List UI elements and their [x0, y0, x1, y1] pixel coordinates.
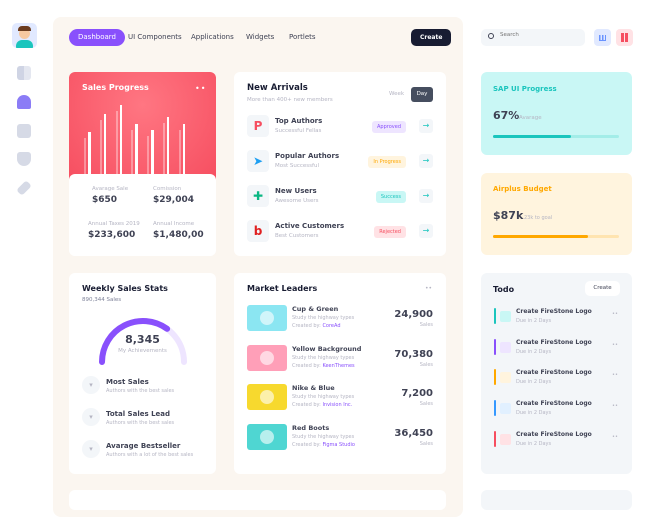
nav-dashboard[interactable]: Dashboard [69, 29, 125, 46]
sales-bar [151, 130, 154, 174]
sales-progress-title: Sales Progress [82, 83, 149, 92]
users-icon[interactable] [17, 95, 31, 109]
sales-bar [99, 120, 102, 174]
gauge-value: 8,345 [125, 333, 160, 346]
product-thumbnail[interactable] [247, 423, 287, 450]
book-icon-button[interactable] [616, 29, 633, 46]
tab-day[interactable]: Day [411, 87, 433, 102]
todo-title: Todo [493, 285, 515, 294]
more-icon[interactable]: •• [612, 311, 618, 317]
basket-icon: ▾ [82, 408, 100, 426]
app-icon: b [247, 220, 269, 242]
market-leaders-card: Market Leaders •• Cup & Green Study the … [234, 273, 446, 474]
more-icon[interactable]: •• [195, 84, 207, 93]
status-badge: Rejected [374, 226, 406, 238]
tab-week[interactable]: Week [389, 91, 405, 97]
shield-icon[interactable] [17, 152, 31, 166]
todo-checkbox[interactable] [500, 311, 511, 322]
arrow-right-icon[interactable]: → [419, 189, 433, 203]
todo-checkbox[interactable] [500, 341, 511, 353]
nav-applications[interactable]: Applications [191, 33, 234, 41]
sap-progress-card: SAP UI Progress 67% Avarage [481, 72, 632, 155]
search-box[interactable] [481, 29, 585, 46]
sap-label: Avarage [519, 115, 542, 121]
todo-checkbox[interactable] [500, 372, 511, 384]
product-thumbnail[interactable] [247, 344, 287, 371]
search-icon [488, 33, 494, 39]
sales-bar [119, 105, 123, 174]
sales-bar [84, 138, 87, 174]
nav-widgets[interactable]: Widgets [246, 33, 275, 41]
search-input[interactable] [500, 32, 580, 38]
new-arrivals-card: New Arrivals More than 400+ new members … [234, 72, 446, 256]
sales-bar [103, 114, 107, 174]
basket-icon: ▾ [82, 376, 100, 394]
app-icon: ➤ [247, 150, 269, 172]
nav-portlets[interactable]: Portlets [289, 33, 316, 41]
dashboard-icon[interactable] [17, 66, 31, 80]
todo-checkbox[interactable] [500, 433, 511, 445]
basket-icon: ▾ [82, 440, 100, 458]
new-arrivals-subtitle: More than 400+ new members [247, 97, 333, 103]
status-badge: Approved [372, 121, 406, 133]
todo-checkbox[interactable] [500, 403, 511, 415]
app-icon: ✚ [247, 185, 269, 207]
nav-ui-components[interactable]: UI Components [128, 33, 182, 41]
more-icon[interactable]: •• [612, 341, 618, 348]
sales-progress-card: Sales Progress •• Avarage Sale $650 Comiss… [69, 72, 216, 256]
gauge-label: My Achievements [118, 348, 167, 354]
author-link[interactable]: Figma Studio [322, 441, 355, 448]
sales-bar [88, 132, 91, 174]
sales-bar [115, 111, 118, 174]
status-badge: Success [375, 191, 406, 203]
status-badge: In Progress [368, 156, 406, 168]
author-link[interactable]: Invision Inc. [322, 402, 353, 408]
sap-progress-bar [493, 135, 619, 138]
arrow-right-icon[interactable]: → [419, 154, 433, 168]
sap-value: 67% [493, 109, 520, 122]
arrow-right-icon[interactable]: → [419, 119, 433, 133]
more-icon[interactable]: •• [612, 433, 618, 440]
author-link[interactable]: CoreAd [322, 323, 341, 329]
sales-bar [131, 130, 134, 174]
chart-icon[interactable] [17, 124, 31, 138]
product-thumbnail[interactable] [247, 305, 287, 331]
arrow-right-icon[interactable]: → [419, 224, 433, 238]
tools-icon[interactable] [16, 180, 32, 196]
weekly-subtitle: 890,344 Sales [82, 297, 122, 303]
product-thumbnail[interactable] [247, 384, 287, 410]
sales-bar [166, 117, 170, 174]
airplus-value: $87k [493, 209, 524, 222]
airplus-progress-bar [493, 235, 619, 238]
more-icon[interactable]: •• [612, 372, 618, 379]
achievement-gauge [99, 318, 187, 365]
more-icon[interactable]: •• [425, 285, 433, 292]
author-link[interactable]: KeenThemes [322, 362, 355, 369]
weekly-title: Weekly Sales Stats [82, 284, 168, 293]
airplus-title: Airplus Budget [493, 185, 552, 193]
more-icon[interactable]: •• [612, 403, 618, 410]
chart-icon-button[interactable] [594, 29, 611, 46]
todo-card: Todo Create Create FireStone Logo Due in… [481, 273, 632, 474]
sales-bar [182, 124, 186, 174]
sales-bar [147, 136, 150, 174]
app-icon: P [247, 115, 269, 137]
bottom-card [69, 490, 446, 510]
sales-bar [178, 130, 181, 174]
sales-bar [135, 124, 138, 174]
airplus-label: 23k to goal [524, 215, 553, 221]
market-title: Market Leaders [247, 284, 318, 293]
todo-create-button[interactable]: Create [585, 281, 620, 296]
create-button[interactable]: Create [411, 29, 452, 46]
new-arrivals-title: New Arrivals [247, 83, 308, 93]
weekly-sales-card: Weekly Sales Stats 890,344 Sales 8,345 M… [69, 273, 216, 474]
airplus-budget-card: Airplus Budget $87k 23k to goal [481, 173, 632, 255]
avatar[interactable] [12, 23, 37, 48]
bottom-right-card [481, 490, 632, 510]
sales-bar [162, 123, 165, 174]
sap-title: SAP UI Progress [493, 85, 557, 93]
